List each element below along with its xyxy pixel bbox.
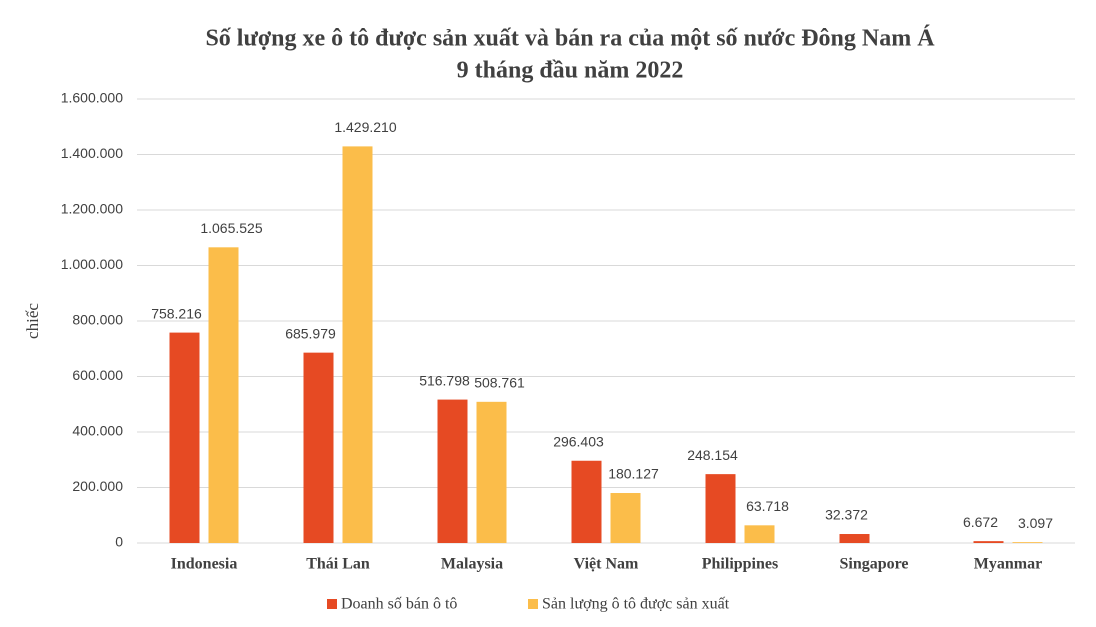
bar <box>342 146 373 543</box>
legend-label: Doanh số bán ô tô <box>341 596 457 613</box>
data-label: 248.154 <box>687 447 738 463</box>
x-tick-label: Philippines <box>702 556 778 573</box>
data-label: 3.097 <box>1018 515 1053 531</box>
legend-swatch <box>528 599 538 609</box>
bar <box>973 541 1004 543</box>
data-label: 63.718 <box>746 498 789 514</box>
bar <box>1012 542 1043 543</box>
y-tick-label: 1.400.000 <box>61 145 123 161</box>
x-tick-label: Malaysia <box>441 556 503 573</box>
data-label: 516.798 <box>419 372 470 388</box>
legend-swatch <box>327 599 337 609</box>
data-label: 508.761 <box>474 375 525 391</box>
y-axis-label: chiếc <box>23 303 42 339</box>
legend-label: Sản lượng ô tô được sản xuất <box>542 596 730 613</box>
bar <box>744 525 775 543</box>
data-label: 1.429.210 <box>334 119 396 135</box>
bar <box>476 401 507 543</box>
data-label: 6.672 <box>963 514 998 530</box>
y-tick-label: 0 <box>115 534 123 550</box>
x-tick-label: Singapore <box>839 556 908 573</box>
x-tick-label: Myanmar <box>974 556 1042 573</box>
chart-title: Số lượng xe ô tô được sản xuất và bán ra… <box>205 26 935 52</box>
x-tick-label: Việt Nam <box>574 556 639 573</box>
data-label: 685.979 <box>285 325 336 341</box>
bar <box>610 493 641 543</box>
bar <box>208 247 239 543</box>
y-tick-label: 200.000 <box>72 478 123 494</box>
bar <box>839 534 870 543</box>
y-tick-label: 600.000 <box>72 367 123 383</box>
bar <box>705 474 736 543</box>
y-tick-label: 800.000 <box>72 312 123 328</box>
y-tick-label: 1.200.000 <box>61 201 123 217</box>
y-tick-label: 400.000 <box>72 423 123 439</box>
x-tick-label: Indonesia <box>171 556 238 573</box>
data-label: 180.127 <box>608 466 659 482</box>
bar <box>571 460 602 543</box>
bar <box>169 332 200 543</box>
data-label: 32.372 <box>825 507 868 523</box>
data-label: 1.065.525 <box>200 220 262 236</box>
bar <box>437 399 468 543</box>
y-tick-label: 1.000.000 <box>61 256 123 272</box>
x-tick-label: Thái Lan <box>306 556 370 573</box>
data-label: 296.403 <box>553 433 604 449</box>
data-label: 758.216 <box>151 305 202 321</box>
bar <box>303 352 334 543</box>
chart-subtitle: 9 tháng đầu năm 2022 <box>457 58 684 84</box>
y-tick-label: 1.600.000 <box>61 90 123 106</box>
